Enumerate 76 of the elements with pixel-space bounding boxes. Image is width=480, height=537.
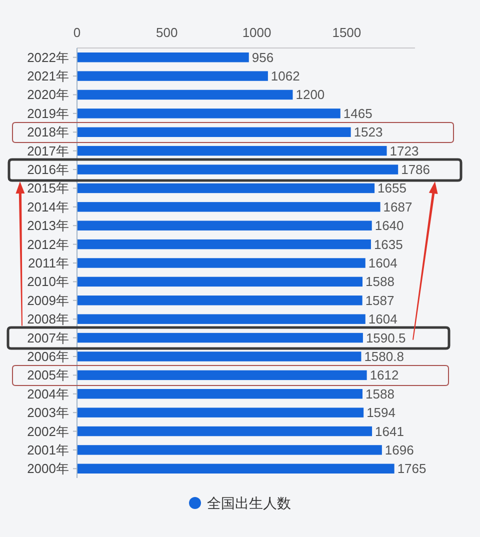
- data-label: 1612: [370, 368, 399, 383]
- data-label: 1696: [384, 442, 414, 458]
- x-tick-label: 1500: [332, 25, 362, 40]
- data-label: 1640: [374, 218, 404, 234]
- bar: [77, 445, 382, 455]
- data-label: 1580.8: [364, 348, 404, 364]
- bar: [77, 52, 249, 62]
- data-label: 1587: [365, 292, 394, 308]
- data-label: 956: [252, 50, 274, 65]
- data-label: 1604: [368, 256, 398, 270]
- bar: [77, 108, 340, 118]
- data-label: 1604: [368, 312, 398, 327]
- bar: [77, 90, 293, 100]
- data-label: 1786: [401, 162, 430, 178]
- y-tick-label: 2014年: [27, 199, 69, 214]
- bar: [77, 332, 363, 343]
- y-tick-label: 2003年: [27, 405, 69, 420]
- y-tick-label: 2011年: [28, 256, 69, 270]
- bar: [77, 258, 366, 268]
- y-tick-label: 2001年: [27, 442, 69, 458]
- y-tick-label: 2019年: [27, 106, 69, 121]
- y-tick-label: 2018年: [27, 124, 69, 140]
- bar: [77, 352, 362, 362]
- bar: [77, 389, 362, 399]
- x-tick-label: 500: [156, 25, 178, 40]
- y-tick-label: 2017年: [27, 143, 69, 158]
- data-label: 1641: [375, 424, 404, 439]
- y-tick-label: 2012年: [27, 236, 69, 252]
- y-tick-label: 2008年: [27, 312, 69, 327]
- bar: [77, 164, 398, 174]
- bar: [77, 202, 380, 212]
- y-tick-label: 2004年: [27, 386, 69, 402]
- y-tick-label: 2013年: [27, 218, 69, 234]
- bar: [77, 71, 268, 81]
- data-label: 1723: [390, 143, 419, 158]
- data-label: 1200: [296, 87, 325, 102]
- data-label: 1635: [374, 236, 403, 252]
- data-label: 1765: [397, 461, 426, 476]
- y-tick-label: 2000年: [27, 461, 69, 476]
- bar: [77, 370, 367, 380]
- x-tick-label: 1000: [242, 25, 272, 40]
- y-tick-label: 2010年: [27, 274, 69, 290]
- legend-label: 全国出生人数: [207, 495, 291, 511]
- bar: [77, 464, 394, 474]
- bar: [77, 408, 364, 418]
- data-label: 1588: [366, 274, 394, 290]
- data-label: 1590.5: [366, 330, 406, 346]
- y-tick-label: 2021年: [27, 68, 69, 84]
- bar: [77, 146, 387, 156]
- bar: [77, 276, 362, 287]
- y-tick-label: 2005年: [27, 368, 69, 383]
- y-tick-label: 2007年: [27, 330, 69, 346]
- x-tick-label: 0: [73, 25, 81, 40]
- data-label: 1523: [354, 124, 383, 140]
- bar: [77, 239, 371, 250]
- y-tick-label: 2022年: [27, 50, 69, 65]
- data-label: 1465: [343, 106, 372, 121]
- bar: [77, 183, 375, 194]
- bar: [77, 296, 362, 306]
- bar: [77, 220, 372, 230]
- bar: [77, 127, 351, 137]
- data-label: 1594: [366, 405, 396, 420]
- legend: 全国出生人数: [189, 495, 291, 511]
- y-tick-label: 2016年: [27, 162, 69, 178]
- y-tick-label: 2015年: [27, 180, 69, 196]
- bar: [77, 314, 366, 324]
- y-tick-label: 2002年: [27, 424, 69, 439]
- data-label: 1687: [383, 199, 412, 214]
- data-label: 1062: [270, 68, 300, 84]
- data-label: 1588: [366, 386, 394, 402]
- y-tick-label: 2006年: [27, 348, 69, 364]
- y-tick-label: 2009年: [27, 292, 69, 308]
- data-label: 1655: [378, 180, 406, 196]
- plot: 956 1062 1200 1465 1523 1723 1786 1655 1687 1640 1635 1604 1588 1587 1604 1590.5 1580.8 1612 1588 1594 1641 1696 1765: [77, 50, 430, 476]
- y-tick-label: 2020年: [27, 87, 69, 102]
- bar: [77, 426, 372, 436]
